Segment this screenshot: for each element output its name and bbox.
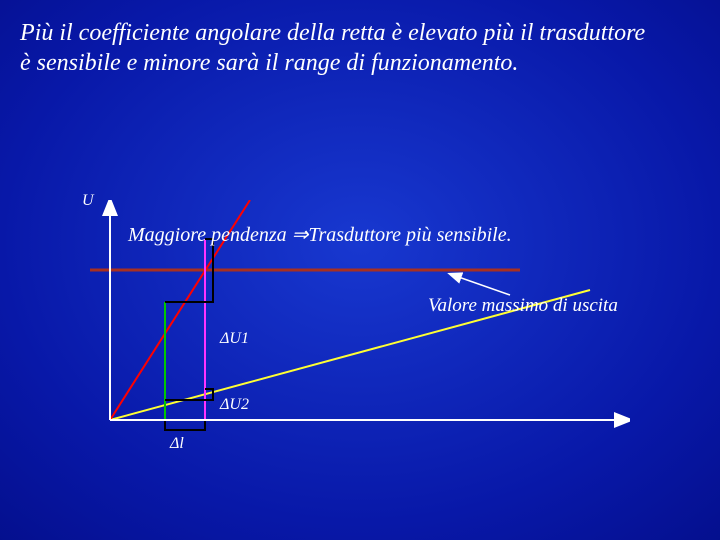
slide-title: Più il coefficiente angolare della retta… [20, 18, 660, 78]
chart-area: U Maggiore pendenza ⇒Trasduttore più sen… [90, 200, 630, 460]
label-delta-i: Δl [170, 435, 184, 453]
legend-sensitivity: Maggiore pendenza ⇒Trasduttore più sensi… [128, 222, 512, 247]
label-delta-u2: ΔU2 [220, 396, 249, 414]
label-delta-u1: ΔU1 [220, 330, 249, 348]
legend-vmax: Valore massimo di uscita [428, 295, 618, 317]
